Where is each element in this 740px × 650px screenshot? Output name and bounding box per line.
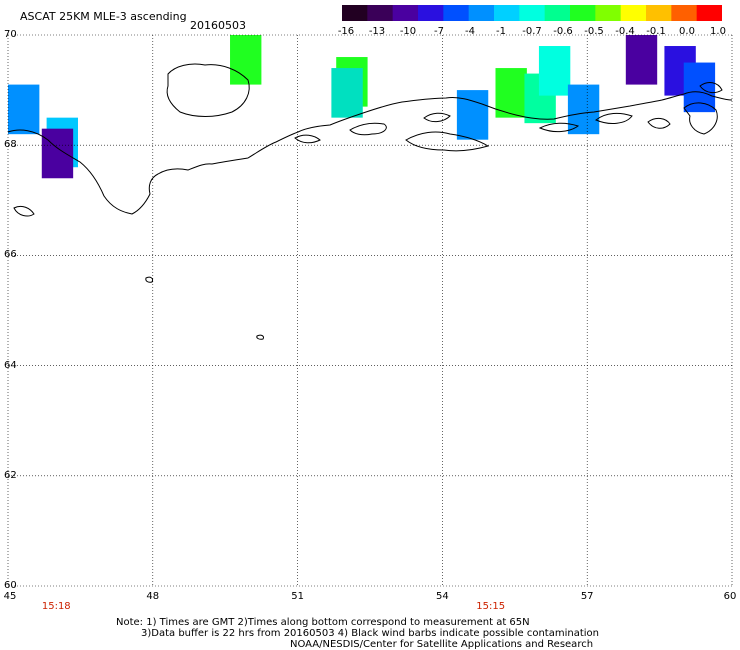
colorbar-swatch [519, 5, 546, 21]
colorbar-label: -0.7 [522, 26, 542, 37]
coast-detail-3 [405, 131, 490, 152]
colorbar-swatch [468, 5, 495, 21]
lon-label: 51 [291, 591, 304, 602]
data-cell [683, 62, 716, 113]
lon-label: 60 [723, 591, 737, 602]
lat-label: 60 [4, 580, 17, 591]
colorbar-swatch [570, 5, 596, 21]
data-cell [331, 68, 363, 118]
small-island-2 [256, 334, 264, 340]
colorbar-label: 0.0 [679, 26, 695, 37]
colorbar-label: -13 [368, 26, 386, 37]
note-line-2: 3)Data buffer is 22 hrs from 20160503 4)… [141, 628, 599, 639]
data-cell [625, 35, 658, 85]
coast-detail-2 [349, 122, 387, 136]
colorbar-label: 1.0 [710, 26, 726, 37]
colorbar-swatch [620, 5, 647, 21]
time-label: 15:18 [41, 601, 71, 612]
lon-label: 45 [3, 591, 17, 602]
data-cell [456, 90, 489, 140]
colorbar-swatch [696, 5, 722, 21]
colorbar-swatch [443, 5, 470, 21]
lat-label: 68 [4, 139, 17, 151]
map-frame [8, 35, 732, 586]
colorbar-swatch [494, 5, 520, 21]
data-cell [538, 46, 571, 96]
colorbar-label: -10 [399, 26, 417, 37]
time-label: 15:15 [476, 601, 506, 612]
colorbar-label: -0.4 [615, 26, 635, 37]
colorbar-swatch [544, 5, 571, 21]
colorbar-swatch [392, 5, 419, 21]
colorbar-label: -4 [465, 26, 475, 37]
coast-detail-4 [423, 112, 451, 123]
colorbar-label: -7 [434, 26, 444, 37]
lon-label: 48 [146, 591, 160, 602]
lat-label: 66 [4, 249, 17, 261]
colorbar-swatch [646, 5, 672, 21]
colorbar-swatch [367, 5, 394, 21]
colorbar-labels: -16 -13 -10 -7 -4 -1 -0.7 -0.6 -0.5 -0.4 -0.1 0.0 1.… [338, 26, 726, 38]
colorbar-label: -0.1 [646, 26, 666, 37]
colorbar-label: -0.5 [584, 26, 604, 37]
colorbar-label: -16 [337, 26, 355, 37]
data-cell [495, 68, 527, 118]
kolguev-island [166, 63, 250, 117]
data-cell [230, 35, 262, 85]
map[interactable] [0, 0, 740, 610]
lon-label: 57 [580, 591, 594, 602]
data-cell [8, 84, 40, 135]
lat-label: 62 [4, 469, 17, 481]
colorbar-label: -0.6 [553, 26, 573, 37]
coast-detail-6 [595, 112, 633, 124]
colorbar-swatch [671, 5, 698, 21]
colorbar-swatch [418, 5, 444, 21]
note-line-1: Note: 1) Times are GMT 2)Times along bot… [116, 617, 530, 628]
page-date: 20160503 [190, 19, 246, 32]
mainland-coast [7, 91, 733, 215]
data-cell [567, 84, 600, 135]
coast-detail-1 [294, 134, 321, 144]
grid [7, 34, 733, 587]
colorbar [342, 5, 722, 21]
lon-label: 54 [436, 591, 449, 602]
colorbar-label: -1 [496, 26, 506, 37]
lat-label: 64 [4, 359, 17, 371]
data-cell [41, 128, 74, 179]
lat-label: 70 [4, 29, 17, 40]
page-title: ASCAT 25KM MLE-3 ascending [20, 10, 187, 23]
coast-detail-5 [538, 122, 580, 133]
data-cells [8, 35, 716, 179]
colorbar-swatch [342, 5, 368, 21]
coast-detail-9 [699, 82, 723, 94]
small-island-1 [145, 276, 153, 283]
note-line-3: NOAA/NESDIS/Center for Satellite Applica… [290, 639, 594, 650]
coast-detail-7 [647, 117, 671, 129]
coast-detail-10 [13, 205, 35, 217]
coast-detail-8 [683, 102, 718, 135]
coastline [7, 63, 733, 340]
colorbar-swatch [595, 5, 622, 21]
